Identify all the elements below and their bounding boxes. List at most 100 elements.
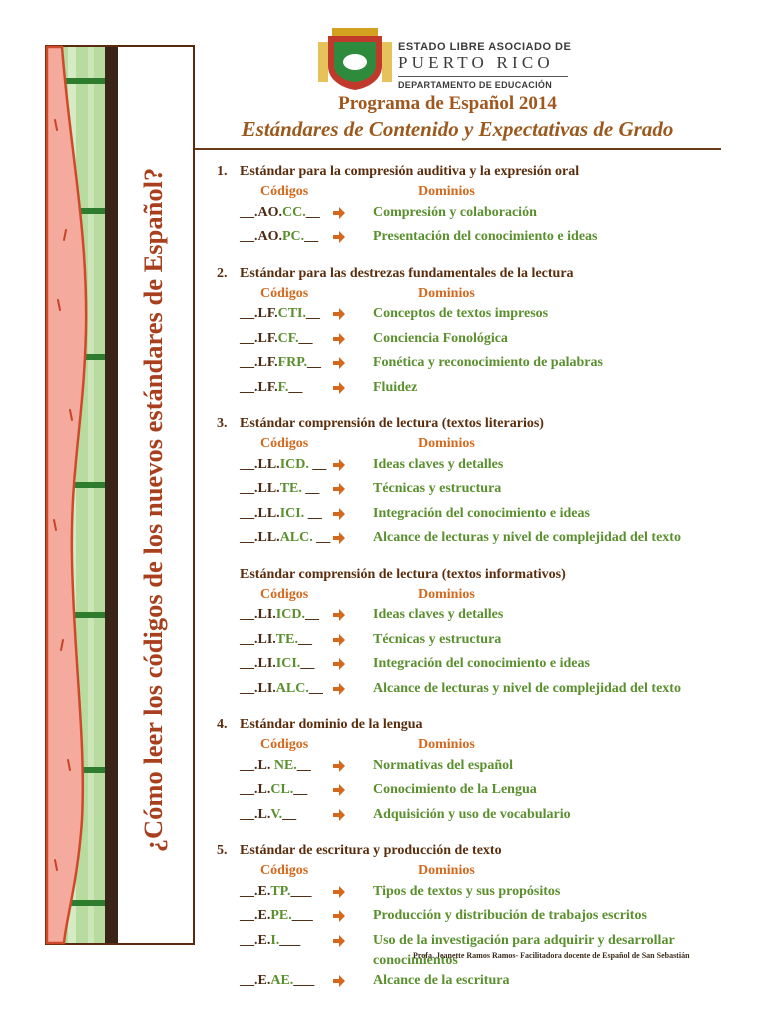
- code: __.LL.ALC. __: [217, 528, 332, 552]
- standard-title: 2. Estándar para las destrezas fundamenta…: [217, 264, 737, 284]
- arrow-cell: [332, 679, 373, 703]
- code: __.LF.FRP.__: [217, 353, 332, 377]
- code-part: __: [300, 656, 315, 672]
- standard-section: 1. Estándar para la compresión auditiva y…: [217, 162, 737, 252]
- domain: Ideas claves y detalles: [373, 456, 504, 472]
- code-row: __.LF.F.__ Fluidez: [217, 378, 737, 402]
- arrow-icon: [333, 682, 345, 695]
- codes-label: Códigos: [260, 286, 309, 302]
- code-part: __: [304, 505, 322, 521]
- code-row: __.E.AE.___ Alcance de la escritura: [217, 971, 737, 995]
- standard-section: 3. Estándar comprensión de lectura (texto…: [217, 414, 737, 552]
- standards-list: 1. Estándar para la compresión auditiva y…: [217, 162, 737, 1008]
- code-row: __.AO.PC.__ Presentación del conocimiento…: [217, 227, 737, 251]
- arrow-icon: [333, 808, 345, 821]
- code: __.E.PE.___: [217, 906, 332, 930]
- code-part: __.LF.: [240, 355, 278, 371]
- code: __.L. NE.__: [217, 756, 332, 780]
- standard-number: 5.: [217, 842, 228, 858]
- code-part: __: [298, 330, 313, 346]
- arrow-cell: [332, 304, 373, 328]
- code-part: ___: [291, 908, 313, 924]
- code-part: ICD.: [275, 607, 305, 623]
- code-part: __.E.: [240, 908, 271, 924]
- standard-name: Estándar para las destrezas fundamentale…: [240, 265, 574, 281]
- code-part: __.LF.: [240, 379, 278, 395]
- domain: Ideas claves y detalles: [373, 607, 504, 623]
- arrow-cell: [332, 805, 373, 829]
- arrow-cell: [332, 479, 373, 503]
- header-divider: [398, 76, 568, 77]
- arrow-cell: [332, 605, 373, 629]
- code-part: __.E.: [240, 932, 271, 948]
- code: __.LF.CTI.__: [217, 304, 332, 328]
- domain: Compresión y colaboración: [373, 204, 537, 220]
- code-part: __.AO.: [240, 229, 282, 245]
- code-row: __.LF.FRP.__ Fonética y reconocimiento de…: [217, 353, 737, 377]
- code-part: ICI.: [279, 505, 305, 521]
- coat-of-arms: [318, 28, 392, 90]
- domain: Uso de la investigación para adquirir y …: [373, 932, 675, 968]
- code: __.LI.ICD.__: [217, 605, 332, 629]
- code-row: __.L.V.__ Adquisición y uso de vocabulari…: [217, 805, 737, 829]
- standard-title: Estándar comprensión de lectura (textos …: [217, 565, 737, 585]
- code-row: __.E.PE.___ Producción y distribución de …: [217, 906, 737, 930]
- code-part: __: [293, 782, 308, 798]
- code-part: CF.: [277, 330, 299, 346]
- code-part: __: [306, 306, 321, 322]
- arrow-icon: [333, 885, 345, 898]
- domain: Fonética y reconocimiento de palabras: [373, 355, 603, 371]
- standard-section: 5. Estándar de escritura y producción de …: [217, 841, 737, 996]
- arrow-icon: [333, 231, 345, 244]
- domain: Integración del conocimiento e ideas: [373, 656, 590, 672]
- code-row: __.LI.ICI.__ Integración del conocimiento…: [217, 654, 737, 678]
- code-part: PC.: [282, 229, 305, 245]
- side-title: ¿Cómo leer los códigos de los nuevos est…: [138, 168, 168, 852]
- standard-name: Estándar para la compresión auditiva y l…: [240, 164, 580, 179]
- codes-label: Códigos: [260, 737, 309, 753]
- arrow-cell: [332, 227, 373, 251]
- code-part: __.LI.: [240, 607, 276, 623]
- domain: Técnicas y estructura: [373, 481, 502, 497]
- code: __.E.AE.___: [217, 971, 332, 995]
- domains-label: Dominios: [418, 863, 475, 879]
- column-labels: Códigos Dominios: [217, 284, 737, 304]
- footer: Profa. Jeanette Ramos Ramos- Facilitador…: [413, 951, 690, 960]
- agency-name: PUERTO RICO: [398, 53, 554, 72]
- arrow-icon: [333, 483, 345, 496]
- code-row: __.L.CL.__ Conocimiento de la Lengua: [217, 780, 737, 804]
- standard-number: 2.: [217, 265, 228, 281]
- code-row: __.LI.TE.__ Técnicas y estructura: [217, 630, 737, 654]
- codes-label: Códigos: [260, 863, 309, 879]
- code-part: __.LI.: [240, 680, 276, 696]
- code: __.LI.ALC.__: [217, 679, 332, 703]
- codes-label: Códigos: [260, 586, 309, 602]
- code-part: __.L.: [240, 806, 271, 822]
- code-part: CTI.: [277, 306, 307, 322]
- arrow-icon: [333, 784, 345, 797]
- code: __.LL.ICD. __: [217, 455, 332, 479]
- domain: Conceptos de textos impresos: [373, 306, 549, 322]
- domain: Normativas del español: [373, 757, 513, 773]
- domain: Alcance de lecturas y nivel de complejid…: [373, 530, 681, 546]
- code-part: V.: [270, 806, 283, 822]
- code-part: ICI.: [275, 656, 301, 672]
- standard-section: 2. Estándar para las destrezas fundamenta…: [217, 264, 737, 402]
- code-part: F.: [277, 379, 289, 395]
- code-part: TE.: [275, 631, 298, 647]
- code: __.E.I.___: [217, 931, 332, 972]
- domains-label: Dominios: [418, 184, 475, 200]
- arrow-icon: [333, 381, 345, 394]
- code-row: __.AO.CC.__ Compresión y colaboración: [217, 203, 737, 227]
- agency-line: ESTADO LIBRE ASOCIADO DE: [398, 41, 572, 53]
- standard-name: Estándar dominio de la lengua: [240, 716, 423, 732]
- arrow-icon: [333, 910, 345, 923]
- arrow-cell: [332, 654, 373, 678]
- code: __.LL.TE. __: [217, 479, 332, 503]
- code-part: TP.: [270, 883, 291, 899]
- arrow-cell: [332, 455, 373, 479]
- code-part: CC.: [282, 204, 306, 220]
- code-row: __.LL.ALC. __ Alcance de lecturas y nivel…: [217, 528, 737, 552]
- code-part: ICD.: [279, 456, 309, 472]
- code-part: __: [282, 806, 297, 822]
